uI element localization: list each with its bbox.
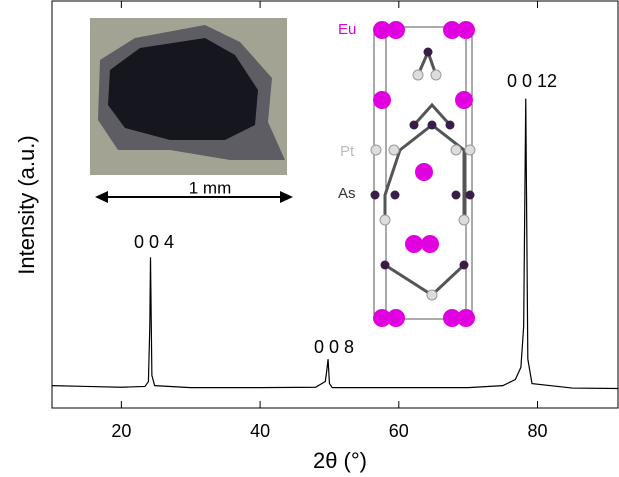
arrow-head xyxy=(95,191,108,203)
atom-eu xyxy=(455,91,473,109)
atom-as xyxy=(466,191,475,200)
atom-eu xyxy=(405,235,423,253)
atom-eu xyxy=(387,21,405,39)
chart: 1 mm xyxy=(0,0,619,477)
bond xyxy=(385,265,464,295)
atom-as xyxy=(452,191,461,200)
atom-as xyxy=(428,121,437,130)
atom-eu xyxy=(421,235,439,253)
peak-label: 0 0 12 xyxy=(507,71,557,91)
atom-eu xyxy=(457,21,475,39)
atom-pt xyxy=(380,215,390,225)
atom-as xyxy=(381,261,390,270)
x-tick-label: 20 xyxy=(111,421,131,441)
x-tick-label: 80 xyxy=(528,421,548,441)
atom-as xyxy=(460,261,469,270)
structure-label: Eu xyxy=(338,21,356,38)
atom-pt xyxy=(371,145,381,155)
atom-as xyxy=(371,191,380,200)
atom-pt xyxy=(431,70,441,80)
y-axis-label: Intensity (a.u.) xyxy=(14,135,39,274)
atom-pt xyxy=(389,145,399,155)
x-axis-label: 2θ (°) xyxy=(313,448,367,473)
x-tick-label: 60 xyxy=(389,421,409,441)
atom-pt xyxy=(465,145,475,155)
atom-eu xyxy=(387,309,405,327)
structure-label: As xyxy=(338,185,356,202)
atom-pt xyxy=(459,215,469,225)
atom-eu xyxy=(457,309,475,327)
atom-as xyxy=(446,121,455,130)
peak-label: 0 0 8 xyxy=(314,337,354,357)
atom-as xyxy=(391,191,400,200)
atom-as xyxy=(424,48,433,57)
scale-label: 1 mm xyxy=(189,178,232,197)
peak-label: 0 0 4 xyxy=(134,232,174,252)
atom-as xyxy=(410,121,419,130)
atom-eu xyxy=(415,163,433,181)
arrow-head xyxy=(280,191,293,203)
photo-inset xyxy=(90,18,287,175)
atom-pt xyxy=(427,290,437,300)
atom-eu xyxy=(373,91,391,109)
structure-label: Pt xyxy=(340,143,355,160)
atom-pt xyxy=(451,145,461,155)
atom-pt xyxy=(413,70,423,80)
x-tick-label: 40 xyxy=(250,421,270,441)
